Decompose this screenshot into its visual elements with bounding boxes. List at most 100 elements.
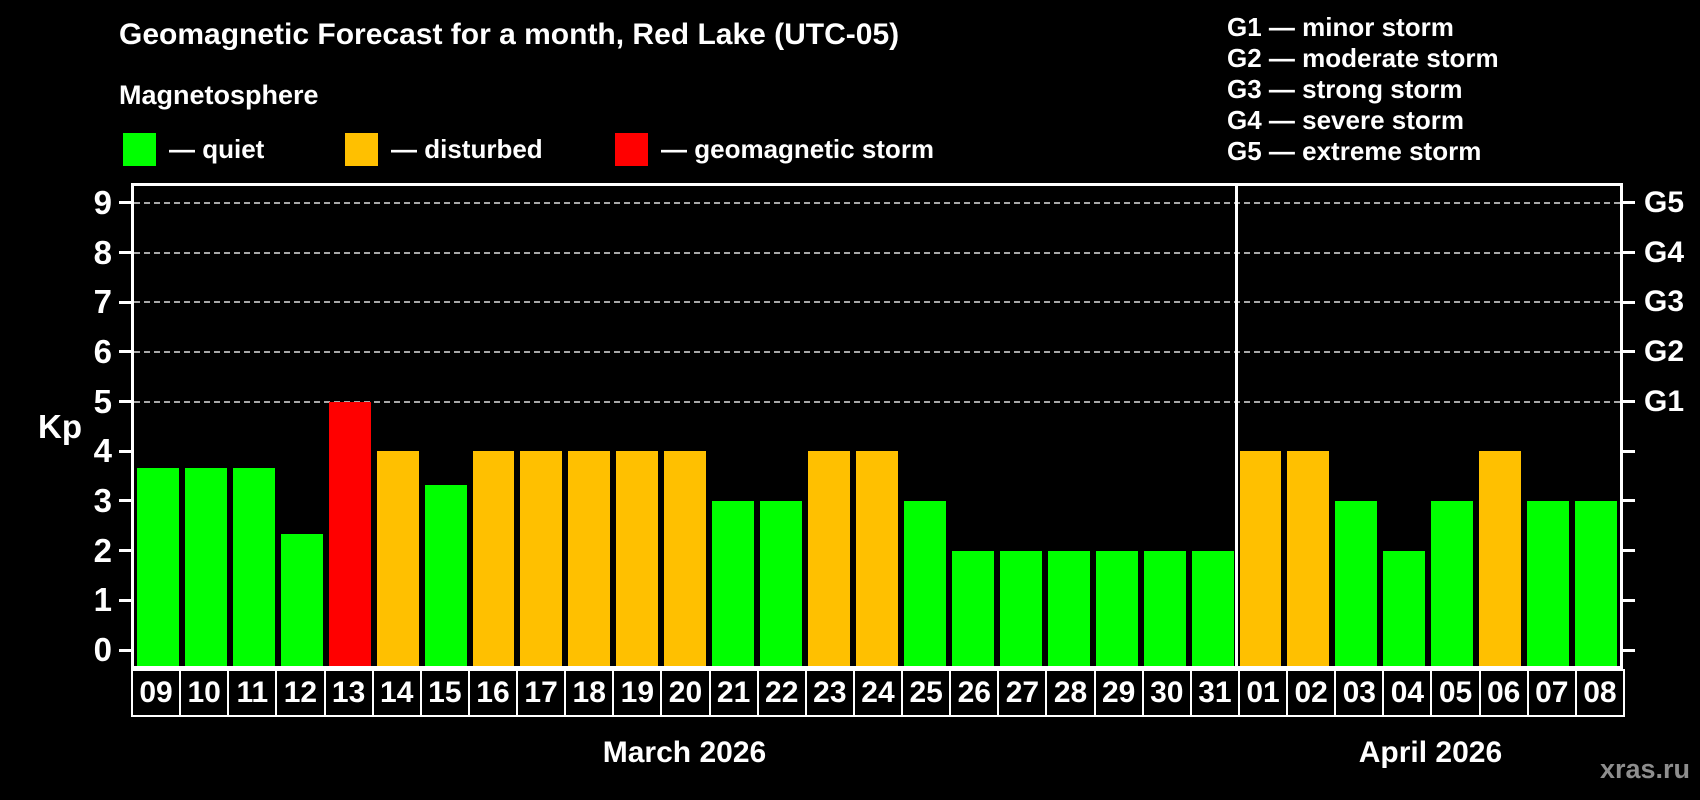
day-label-march-26: 26 — [949, 669, 1000, 717]
y-tick-left-1 — [119, 598, 131, 602]
y-tick-label-5: 5 — [93, 382, 112, 420]
g-legend-item-g1: G1 — minor storm — [1227, 12, 1454, 42]
bar-march-11 — [232, 467, 275, 666]
bar-march-14 — [376, 451, 419, 666]
y-tick-left-5 — [119, 400, 131, 404]
y-tick-right-5 — [1623, 400, 1635, 404]
bar-march-09 — [137, 467, 179, 666]
y-tick-right-3 — [1623, 499, 1635, 503]
y-tick-label-8: 8 — [93, 233, 112, 271]
day-label-march-23: 23 — [804, 669, 855, 717]
bar-march-18 — [568, 451, 611, 666]
bar-march-25 — [903, 500, 946, 666]
bar-march-22 — [760, 500, 803, 666]
day-label-march-10: 10 — [179, 669, 230, 717]
day-label-march-19: 19 — [612, 669, 663, 717]
day-label-april-07: 07 — [1526, 669, 1577, 717]
g-legend-item-g4: G4 — severe storm — [1227, 105, 1465, 135]
y-tick-left-7 — [119, 300, 131, 304]
legend-label-quiet: — quiet — [169, 134, 265, 164]
day-label-april-06: 06 — [1478, 669, 1529, 717]
y-tick-right-4 — [1623, 449, 1635, 453]
bar-april-07 — [1527, 500, 1570, 666]
chart-title: Geomagnetic Forecast for a month, Red La… — [119, 18, 900, 51]
bar-march-24 — [856, 451, 898, 666]
y-tick-right-6 — [1623, 350, 1635, 354]
bar-march-28 — [1047, 550, 1090, 666]
day-label-march-17: 17 — [516, 669, 567, 717]
bar-april-06 — [1479, 451, 1522, 666]
day-label-march-15: 15 — [419, 669, 470, 717]
bar-april-01 — [1239, 451, 1282, 666]
day-label-march-29: 29 — [1093, 669, 1144, 717]
day-label-march-18: 18 — [564, 669, 615, 717]
day-label-march-14: 14 — [371, 669, 422, 717]
month-label-march: March 2026 — [602, 736, 767, 769]
day-label-march-09: 09 — [131, 669, 182, 717]
y-tick-label-1: 1 — [93, 581, 112, 619]
bar-april-04 — [1383, 550, 1426, 666]
day-label-march-31: 31 — [1189, 669, 1240, 717]
bar-march-16 — [472, 451, 515, 666]
y-tick-label-7: 7 — [93, 283, 112, 321]
day-label-april-04: 04 — [1382, 669, 1433, 717]
g-legend-item-g5: G5 — extreme storm — [1227, 136, 1482, 166]
right-axis-label-G5: G5 — [1644, 185, 1685, 219]
bar-march-31 — [1191, 550, 1234, 666]
g-scale-legend: G1 — minor storm G2 — moderate storm G3 — … — [1227, 12, 1499, 167]
gridline-kp-5 — [134, 400, 1620, 403]
right-axis-label-G1: G1 — [1644, 384, 1685, 418]
bar-april-08 — [1575, 500, 1617, 666]
y-tick-label-0: 0 — [93, 631, 112, 668]
legend-swatch-disturbed — [345, 133, 378, 166]
y-tick-label-9: 9 — [93, 183, 112, 221]
y-tick-right-0 — [1623, 648, 1635, 652]
bar-march-23 — [808, 451, 851, 666]
y-tick-right-7 — [1623, 300, 1635, 304]
bar-march-26 — [951, 550, 994, 666]
bar-march-29 — [1095, 550, 1138, 666]
gridline-kp-9 — [134, 201, 1620, 204]
g-legend-item-g3: G3 — strong storm — [1227, 74, 1463, 104]
y-tick-right-1 — [1623, 598, 1635, 602]
month-separator — [1235, 186, 1239, 666]
legend-label-storm: — geomagnetic storm — [661, 134, 935, 164]
day-label-march-11: 11 — [227, 669, 278, 717]
bar-april-02 — [1287, 451, 1330, 666]
y-tick-left-8 — [119, 251, 131, 255]
day-label-march-27: 27 — [997, 669, 1048, 717]
day-label-march-22: 22 — [756, 669, 807, 717]
bar-march-17 — [520, 451, 563, 666]
y-tick-left-2 — [119, 549, 131, 553]
day-label-april-05: 05 — [1430, 669, 1481, 717]
bar-march-13 — [328, 401, 371, 666]
y-tick-label-2: 2 — [93, 531, 112, 569]
y-tick-right-2 — [1623, 549, 1635, 553]
day-label-march-13: 13 — [323, 669, 374, 717]
day-label-march-24: 24 — [852, 669, 904, 717]
right-axis-label-G4: G4 — [1644, 235, 1685, 269]
y-tick-left-6 — [119, 350, 131, 354]
day-label-april-08: 08 — [1574, 669, 1625, 717]
y-tick-left-9 — [119, 201, 131, 205]
y-tick-label-3: 3 — [93, 481, 112, 519]
y-tick-left-0 — [119, 648, 131, 652]
legend-label-disturbed: — disturbed — [391, 134, 543, 164]
y-tick-right-9 — [1623, 201, 1635, 205]
month-label-april: April 2026 — [1358, 736, 1503, 769]
day-label-march-20: 20 — [660, 669, 711, 717]
bar-march-12 — [280, 534, 323, 666]
bar-march-30 — [1143, 550, 1186, 666]
bar-march-15 — [424, 484, 467, 666]
day-label-march-21: 21 — [708, 669, 759, 717]
day-label-march-12: 12 — [275, 669, 326, 717]
bar-march-10 — [184, 467, 227, 666]
right-axis-label-G2: G2 — [1644, 334, 1685, 368]
y-axis-label: Kp — [38, 408, 82, 445]
bar-april-05 — [1431, 500, 1474, 666]
watermark: xras.ru — [1599, 754, 1690, 784]
gridline-kp-7 — [134, 301, 1620, 304]
y-tick-left-4 — [119, 449, 131, 453]
right-axis-label-G3: G3 — [1644, 285, 1685, 319]
